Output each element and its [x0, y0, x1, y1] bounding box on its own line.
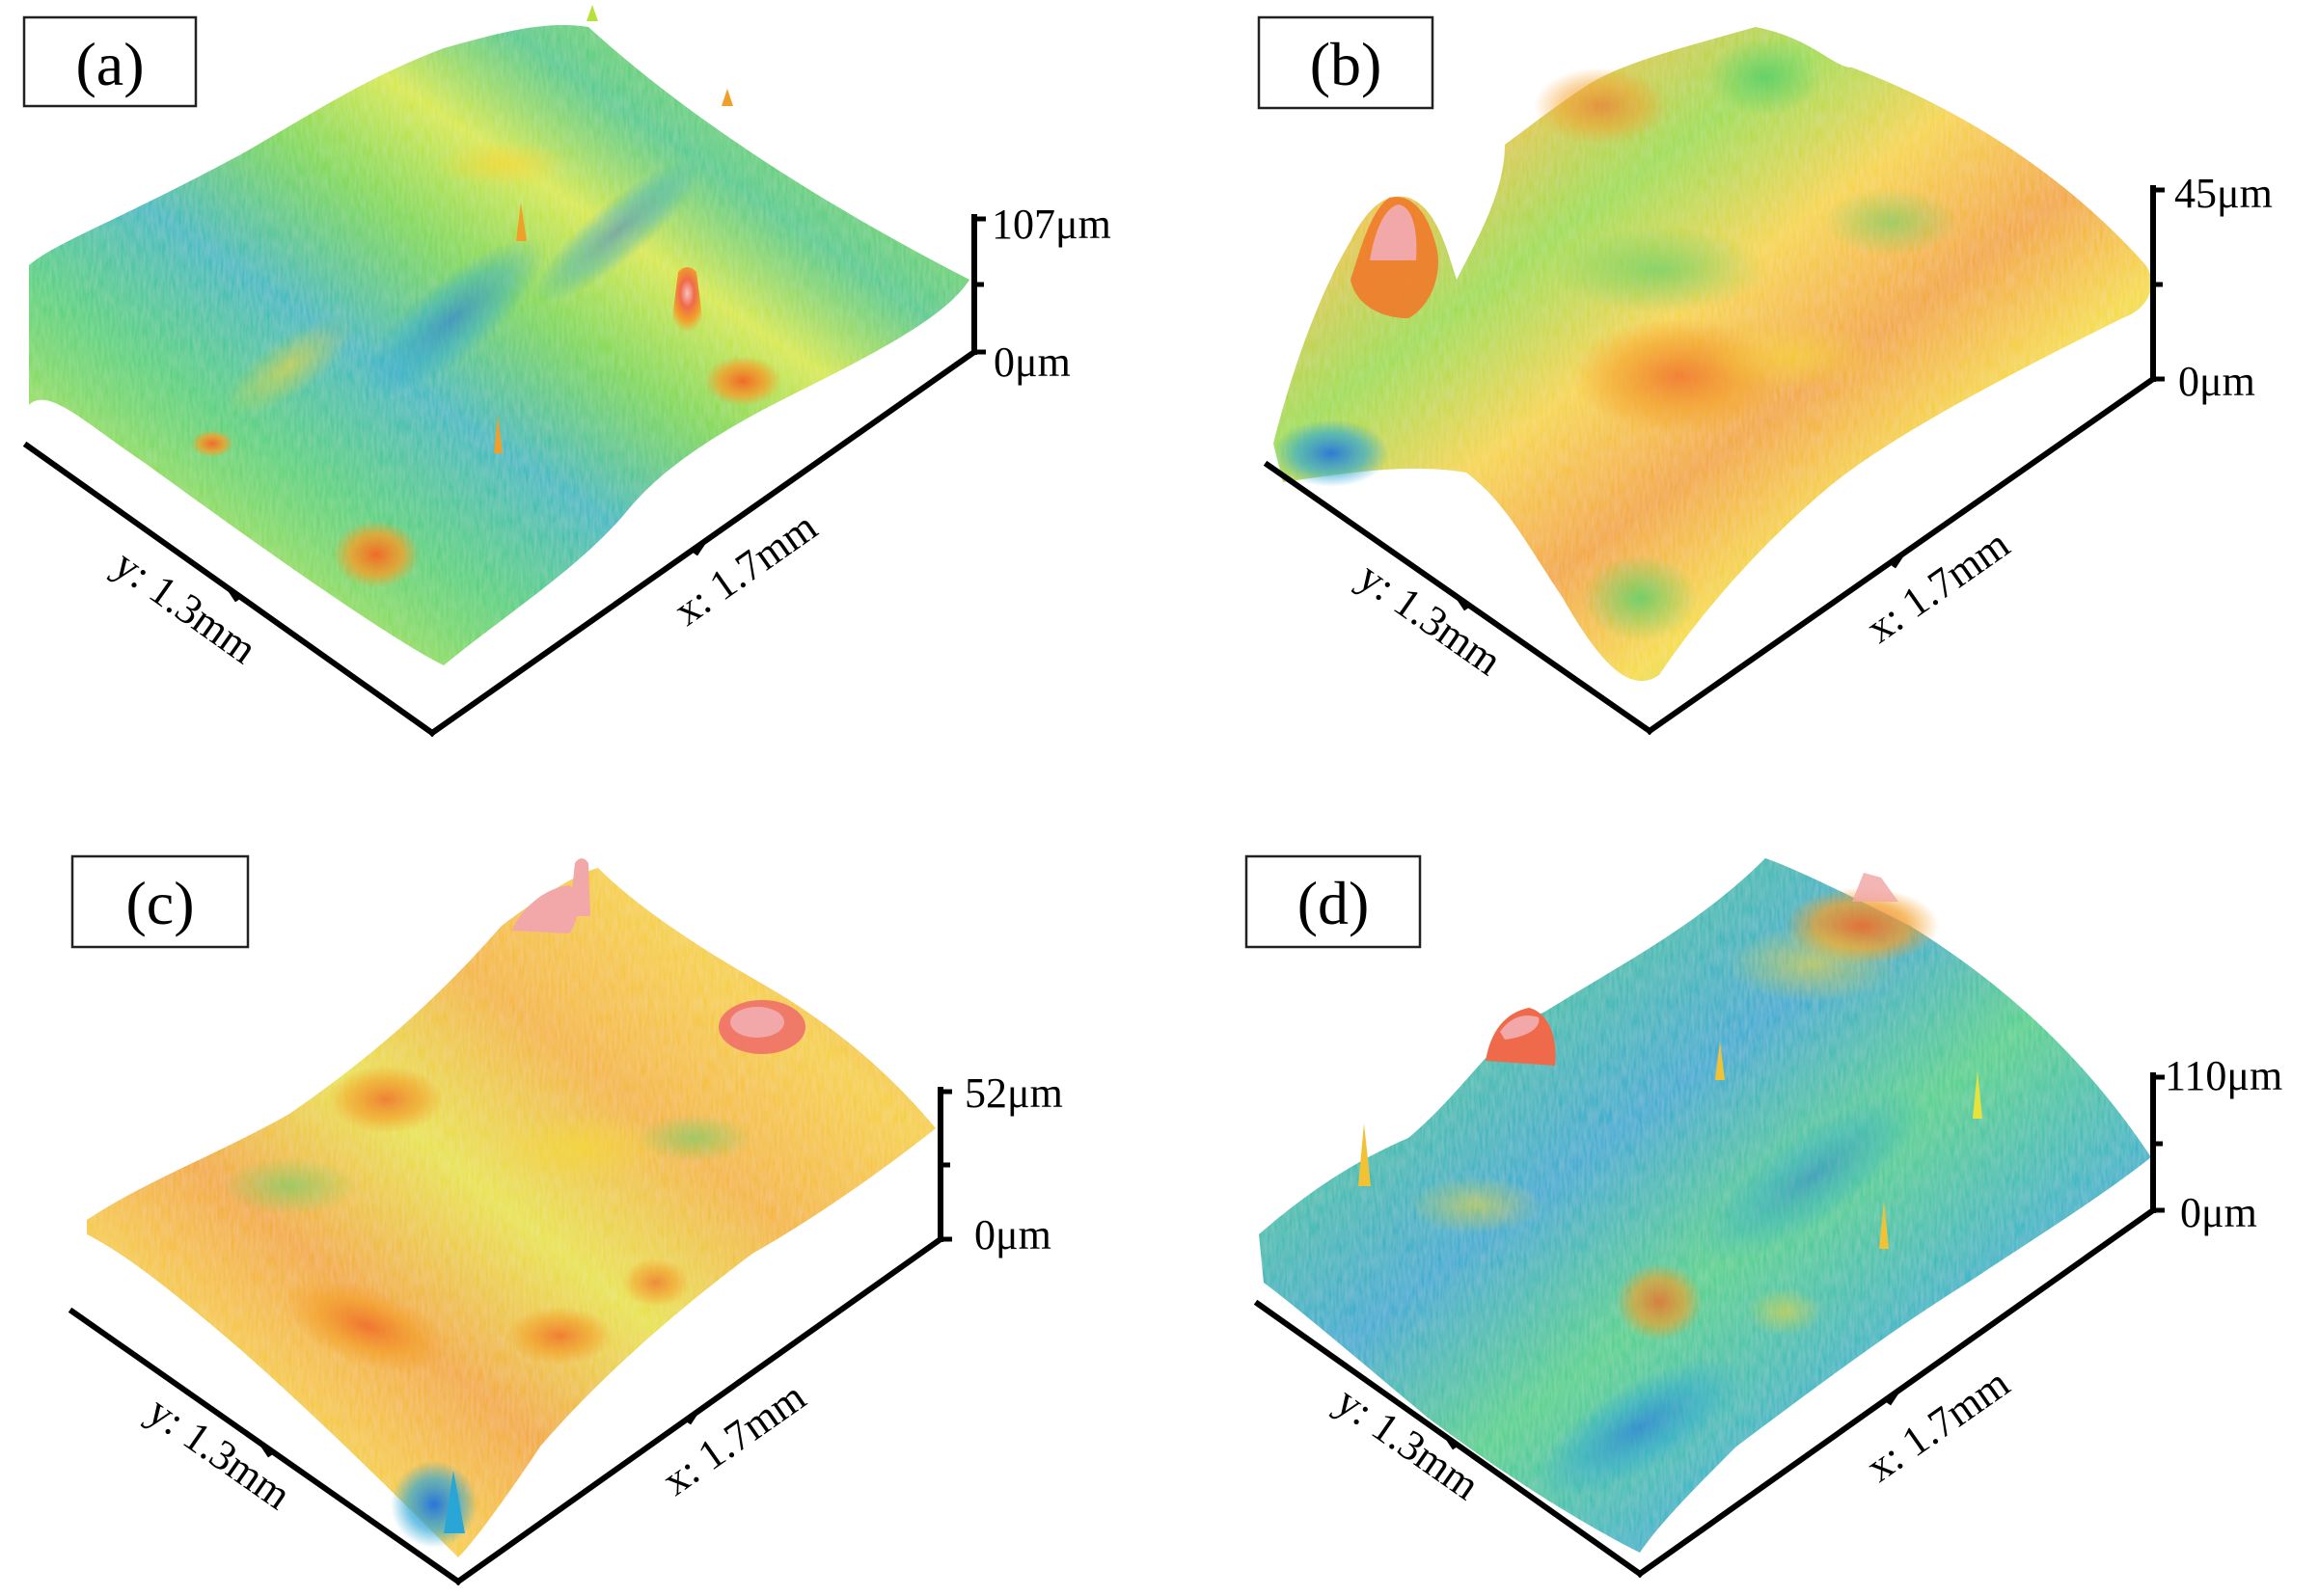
panel-c-z-min: 0μm — [974, 1211, 1051, 1258]
panel-d-surface — [1259, 858, 2151, 1553]
panel-a-z-min: 0μm — [994, 338, 1071, 386]
panel-b-label: (b) — [1310, 30, 1382, 98]
panel-b-z-max: 45μm — [2174, 170, 2273, 217]
panel-b-x-axis-label: x: 1.7mm — [1858, 520, 2018, 652]
panel-b-z-min: 0μm — [2178, 358, 2255, 405]
panel-c-x-axis-label: x: 1.7mm — [654, 1372, 814, 1504]
panel-b-features — [1273, 39, 1958, 641]
panel-b-label-box — [1257, 15, 1434, 110]
panel-a-x-axis-label: x: 1.7mm — [666, 502, 826, 635]
panel-c-surface — [87, 868, 936, 1557]
panel-d-z-max: 110μm — [2165, 1052, 2282, 1099]
panel-a-surface — [29, 25, 969, 666]
panel-d-label: (d) — [1297, 869, 1370, 937]
panel-a-label: (a) — [75, 30, 144, 98]
panel-d-z-min: 0μm — [2180, 1189, 2257, 1236]
panel-b: (b) 45μm 0μm y: 1.3mm x: 1.7mm — [1257, 15, 2273, 736]
panel-d-x-axis-label: x: 1.7mm — [1858, 1359, 2018, 1491]
panel-d: (d) 110μm 0μm y: 1.3m — [1244, 854, 2282, 1579]
panel-a-label-box — [22, 15, 198, 108]
panel-a-z-max: 107μm — [992, 201, 1111, 248]
panel-a: (a) 107μm 0μm y: 1.3mm x: 1.7mm — [22, 5, 1111, 738]
panel-a-features — [191, 5, 781, 588]
panel-c-label: (c) — [125, 869, 194, 937]
panel-d-features — [1358, 873, 1982, 1497]
panel-c-features — [222, 858, 805, 1548]
panel-c-z-max: 52μm — [965, 1069, 1063, 1117]
panel-c: (c) 52μm 0μm y: 1.3mm x: — [68, 854, 1063, 1586]
panel-d-label-box — [1244, 854, 1422, 949]
panel-c-label-box — [70, 854, 250, 949]
